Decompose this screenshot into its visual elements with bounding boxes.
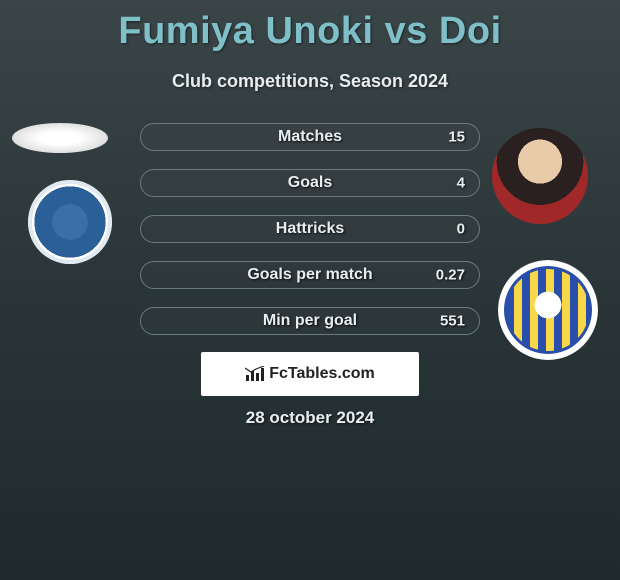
- player-left-avatar: [12, 123, 108, 153]
- stat-value-right: 0: [457, 221, 465, 238]
- stat-row: Goals 4: [140, 169, 480, 197]
- stats-bars: Matches 15 Goals 4 Hattricks 0 Goals per…: [140, 123, 480, 353]
- player-left-club-badge: [28, 180, 112, 264]
- date-label: 28 october 2024: [246, 408, 375, 428]
- stat-value-right: 15: [448, 129, 465, 146]
- stat-label: Hattricks: [276, 220, 344, 238]
- stat-row: Min per goal 551: [140, 307, 480, 335]
- stat-value-right: 551: [440, 313, 465, 330]
- player-right-avatar: [492, 128, 588, 224]
- stat-row: Hattricks 0: [140, 215, 480, 243]
- subtitle: Club competitions, Season 2024: [0, 71, 620, 92]
- stat-value-right: 0.27: [436, 267, 465, 284]
- stat-row: Matches 15: [140, 123, 480, 151]
- stat-label: Goals per match: [247, 266, 372, 284]
- stat-label: Min per goal: [263, 312, 357, 330]
- player-right-club-badge: [498, 260, 598, 360]
- footer-brand-text: FcTables.com: [269, 365, 375, 383]
- stat-label: Matches: [278, 128, 342, 146]
- page-title: Fumiya Unoki vs Doi: [0, 0, 620, 53]
- stat-row: Goals per match 0.27: [140, 261, 480, 289]
- footer-brand[interactable]: FcTables.com: [201, 352, 419, 396]
- stat-value-right: 4: [457, 175, 465, 192]
- stat-label: Goals: [288, 174, 332, 192]
- bar-chart-icon: [245, 366, 265, 382]
